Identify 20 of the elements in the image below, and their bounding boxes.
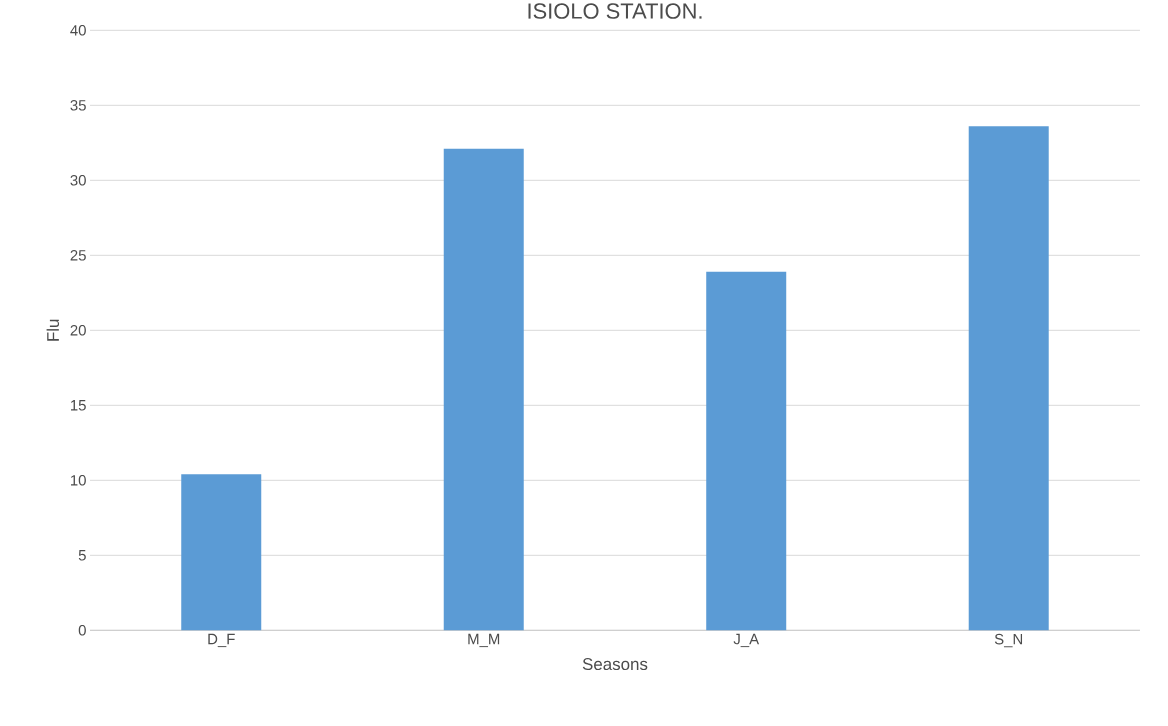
chart-title: ISIOLO STATION. [528,3,702,19]
bar [706,271,787,631]
y-tick-label: 25 [70,249,86,261]
y-tick-label: 0 [78,624,86,636]
y-tick-label: 10 [71,474,86,486]
bar [181,474,262,631]
y-axis-title: Flu [46,319,60,341]
y-tick-label: 35 [70,99,86,111]
x-tick-label: D_F [208,633,235,647]
y-tick-label: 20 [70,324,86,336]
x-axis-title: Seasons [582,657,648,670]
bar [968,126,1049,631]
x-tick-label: S_N [994,633,1023,648]
y-tick-label: 15 [71,399,86,411]
y-tick-label: 30 [70,174,86,186]
y-tick-label: 40 [70,24,86,36]
x-tick-label: J_A [733,633,760,647]
x-tick-label: M_M [468,633,500,647]
bar [443,148,524,631]
y-tick-label: 5 [78,549,86,561]
